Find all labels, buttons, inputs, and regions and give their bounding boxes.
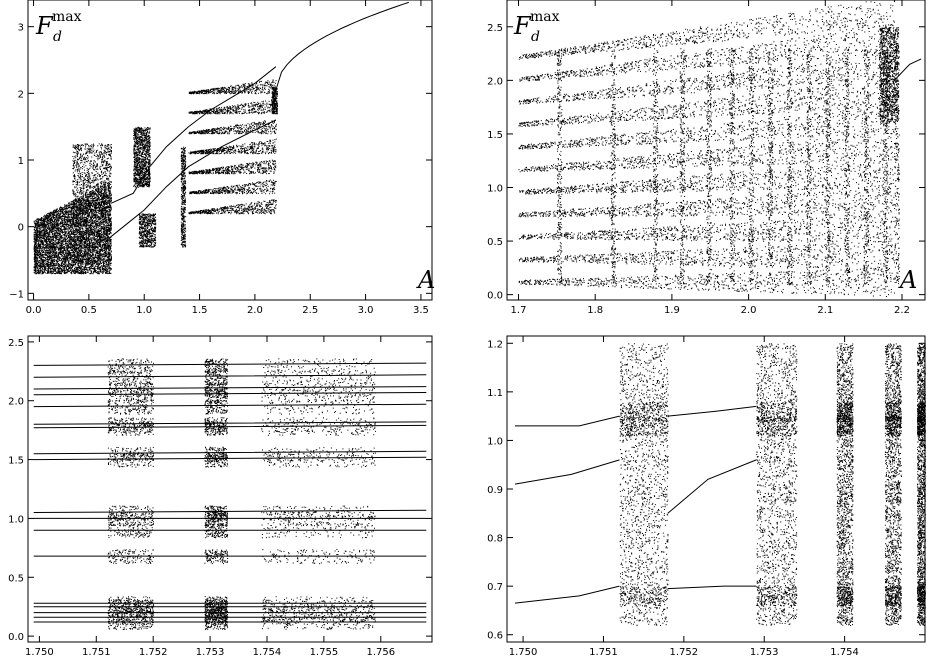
y-axis-label-sub: d	[53, 29, 62, 45]
y-axis-label-sup: max	[530, 9, 560, 25]
y-tick-label: 0.6	[487, 631, 503, 642]
axis-ticks: 1.750 1.751 1.752 1.753 1.754 1.755 1.756 0.0 0.…	[8, 336, 432, 658]
y-tick-label: 2.5	[487, 23, 503, 34]
bifurcation-points	[518, 0, 922, 298]
y-tick-label: 1.5	[8, 456, 24, 467]
bifurcation-points	[514, 343, 926, 626]
x-tick-label: 1.754	[253, 647, 282, 658]
data-points	[33, 79, 278, 275]
x-tick-label: 1.8	[587, 305, 603, 316]
x-tick-label: 1.7	[511, 305, 527, 316]
x-tick-label: 1.750	[25, 647, 54, 658]
x-tick-label: 2.1	[817, 305, 833, 316]
y-tick-label: 1.0	[487, 184, 503, 195]
x-tick-label: 1.750	[509, 647, 538, 658]
y-tick-label: 0.8	[487, 534, 503, 545]
x-tick-label: 1.751	[82, 647, 111, 658]
x-tick-label: 1.756	[366, 647, 395, 658]
y-tick-label: 1.0	[487, 436, 503, 447]
x-axis-label: A	[416, 266, 435, 294]
bifurcation-points	[33, 1, 409, 275]
y-tick-label: 1.2	[487, 339, 503, 350]
data-points	[107, 358, 377, 630]
x-tick-label: 0.5	[81, 305, 97, 316]
x-tick-label: 1.752	[139, 647, 168, 658]
plot-frame	[27, 0, 433, 301]
y-tick-label: 2	[18, 89, 24, 100]
y-axis-label: F	[35, 12, 54, 40]
y-tick-label: 0.0	[487, 291, 503, 302]
x-tick-label: 2.0	[741, 305, 757, 316]
y-tick-label: 1	[18, 156, 24, 167]
x-tick-label: 0.0	[26, 305, 42, 316]
x-axis-label: A	[898, 266, 917, 294]
x-tick-label: 1.5	[192, 305, 208, 316]
x-tick-label: 1.753	[196, 647, 225, 658]
plot-frame	[27, 335, 433, 643]
y-axis-label-sub: d	[531, 29, 540, 45]
y-axis-label-sup: max	[52, 9, 82, 25]
x-tick-label: 3.5	[413, 305, 429, 316]
x-tick-label: 1.751	[589, 647, 618, 658]
x-tick-label: 3.0	[358, 305, 374, 316]
branch-curves	[110, 1, 409, 238]
x-tick-label: 1.752	[670, 647, 699, 658]
plot-frame	[506, 0, 926, 301]
y-tick-label: 0.0	[8, 632, 24, 643]
x-tick-label: 1.754	[830, 647, 859, 658]
branch-curves	[514, 405, 757, 604]
data-points	[518, 0, 900, 298]
x-tick-label: 1.753	[750, 647, 779, 658]
y-tick-label: 1.0	[8, 514, 24, 525]
axis-ticks: 1.750 1.751 1.752 1.753 1.754 0.6 0.7 0.8 0.9 1.0…	[487, 336, 925, 658]
x-tick-label: 1.755	[310, 647, 339, 658]
axis-ticks: 0.0 0.5 1.0 1.5 2.0 2.5 3.0 3.5 −1 0 1 2 3	[9, 0, 432, 316]
panel-top-right: 1.7 1.8 1.9 2.0 2.1 2.2 0.0 0.5 1.0 1.5 2.0 2.5 F m…	[487, 0, 926, 316]
bifurcation-points	[33, 358, 427, 630]
branch-curves	[33, 362, 427, 623]
data-points	[619, 343, 926, 626]
y-tick-label: 0.5	[487, 237, 503, 248]
panel-top-left: 0.0 0.5 1.0 1.5 2.0 2.5 3.0 3.5 −1 0 1 2 3 F max d A	[9, 0, 435, 316]
y-tick-label: 2.5	[8, 338, 24, 349]
y-tick-label: 0.5	[8, 573, 24, 584]
y-tick-label: 2.0	[8, 397, 24, 408]
y-tick-label: 0.7	[487, 582, 503, 593]
x-tick-label: 1.0	[136, 305, 152, 316]
plot-frame	[506, 335, 926, 643]
y-tick-label: 0.9	[487, 485, 503, 496]
axis-ticks: 1.7 1.8 1.9 2.0 2.1 2.2 0.0 0.5 1.0 1.5 2.0 2.5	[487, 0, 925, 316]
x-tick-label: 2.0	[247, 305, 263, 316]
y-tick-label: 0	[18, 223, 24, 234]
y-axis-label: F	[513, 12, 532, 40]
y-tick-label: 2.0	[487, 76, 503, 87]
x-tick-label: 2.2	[894, 305, 910, 316]
y-tick-label: 1.1	[487, 388, 503, 399]
x-tick-label: 2.5	[302, 305, 318, 316]
branch-curves	[893, 58, 922, 81]
x-tick-label: 1.9	[664, 305, 680, 316]
y-tick-label: −1	[9, 289, 24, 300]
y-tick-label: 3	[18, 23, 24, 34]
panel-bottom-left: 1.750 1.751 1.752 1.753 1.754 1.755 1.756 0.0 0.…	[8, 335, 433, 658]
panel-bottom-right: 1.750 1.751 1.752 1.753 1.754 0.6 0.7 0.8 0.9 1.0…	[487, 335, 926, 658]
y-tick-label: 1.5	[487, 130, 503, 141]
